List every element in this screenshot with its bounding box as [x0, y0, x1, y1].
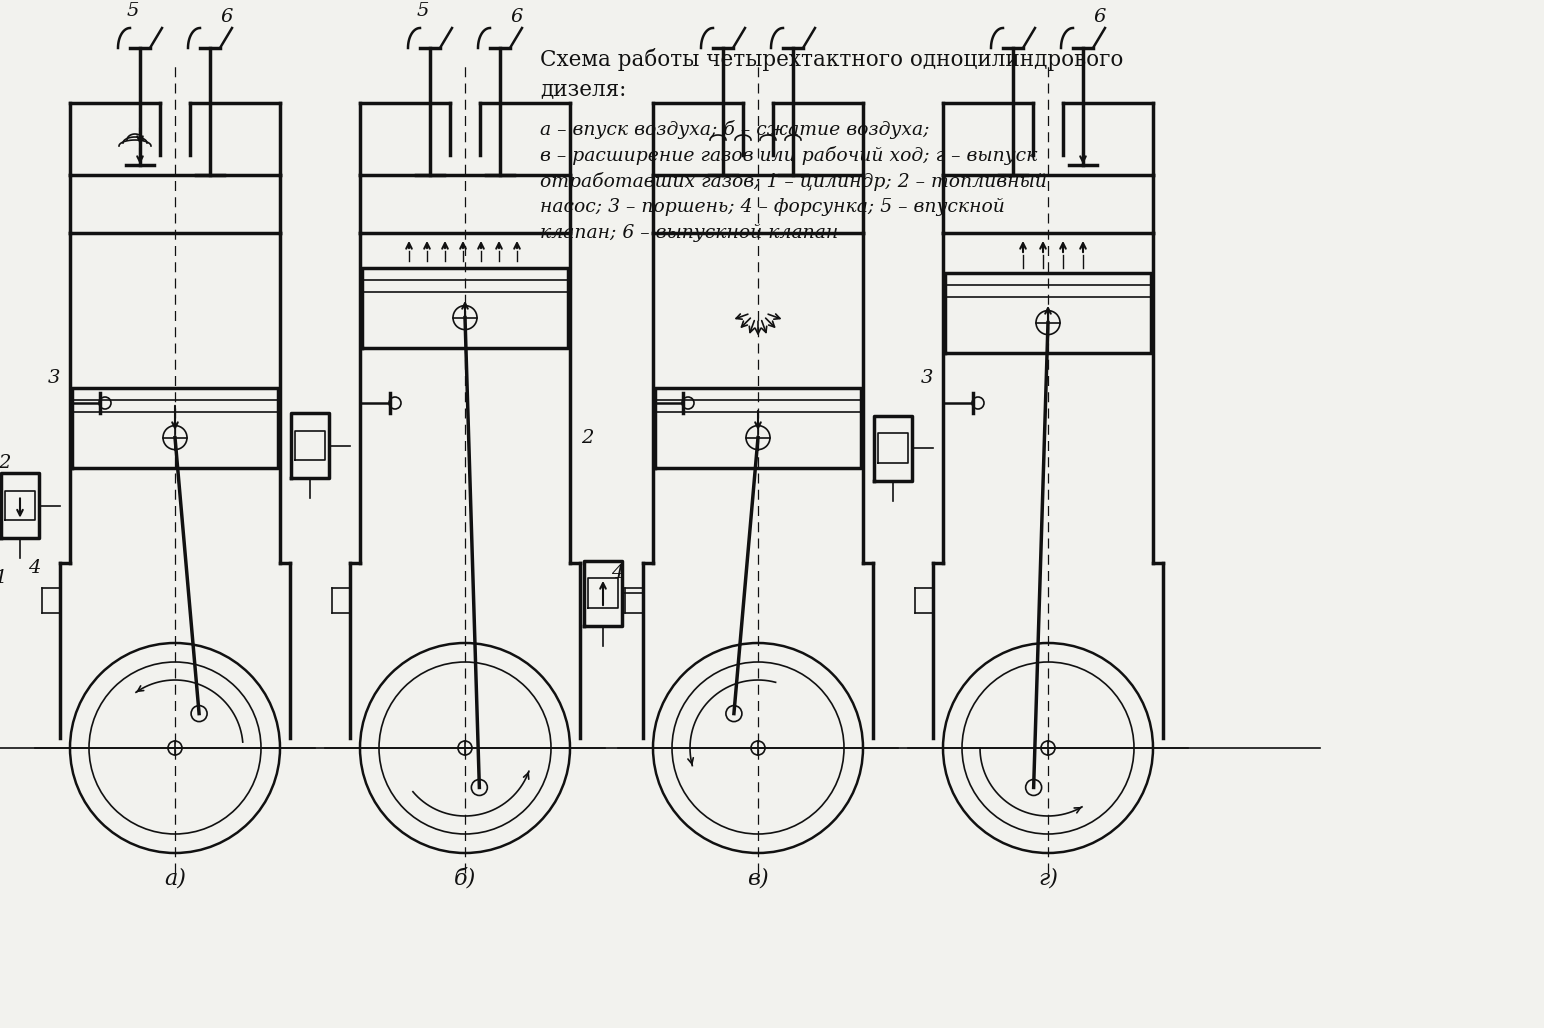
Text: 3: 3: [920, 369, 933, 387]
Text: 1: 1: [0, 570, 8, 587]
Text: г): г): [1038, 868, 1058, 890]
Text: а – впуск воздуха; б – сжатие воздуха;: а – впуск воздуха; б – сжатие воздуха;: [540, 120, 929, 139]
Text: б): б): [454, 868, 476, 890]
Text: отработавших газов; 1 – цилиндр; 2 – топливный: отработавших газов; 1 – цилиндр; 2 – топ…: [540, 172, 1047, 191]
Text: 6: 6: [1093, 8, 1106, 26]
Text: клапан; 6 – выпускной клапан: клапан; 6 – выпускной клапан: [540, 224, 838, 242]
Text: 6: 6: [221, 8, 233, 26]
Text: Схема работы четырехтактного одноцилиндрового: Схема работы четырехтактного одноцилиндр…: [540, 48, 1124, 71]
Text: 5: 5: [417, 2, 429, 20]
Text: 5: 5: [127, 2, 139, 20]
Text: насос; 3 – поршень; 4 – форсунка; 5 – впускной: насос; 3 – поршень; 4 – форсунка; 5 – вп…: [540, 198, 1005, 216]
Text: 2: 2: [0, 454, 9, 472]
Text: 4: 4: [610, 564, 622, 582]
Text: в): в): [747, 868, 769, 890]
Text: в – расширение газов или рабочий ход; г – выпуск: в – расширение газов или рабочий ход; г …: [540, 146, 1038, 166]
Text: 2: 2: [581, 429, 593, 447]
Text: а): а): [164, 868, 185, 890]
Text: 6: 6: [511, 8, 523, 26]
Text: 3: 3: [48, 369, 60, 387]
Text: дизеля:: дизеля:: [540, 78, 627, 100]
Text: 4: 4: [28, 559, 40, 577]
